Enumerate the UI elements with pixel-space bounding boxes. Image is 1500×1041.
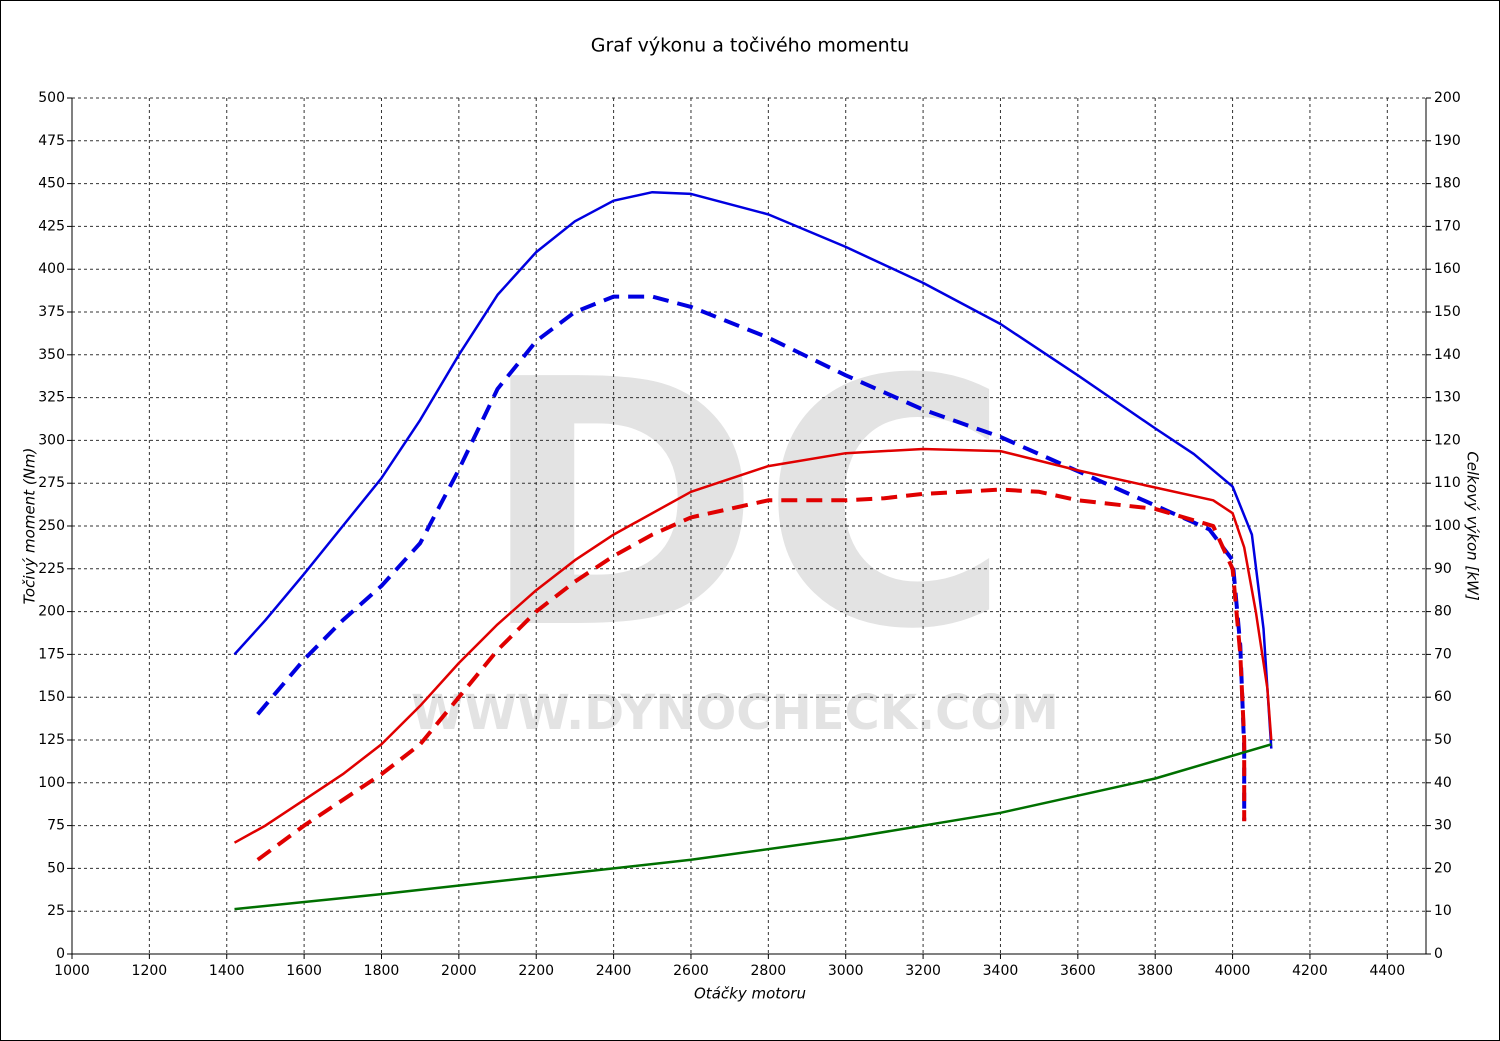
- y-tick-label: 200: [38, 604, 65, 620]
- x-tick-label: 3800: [1137, 963, 1173, 979]
- x-tick-label: 1600: [286, 963, 322, 979]
- y-tick-label: 75: [47, 818, 65, 834]
- x-tick-label: 4200: [1292, 963, 1328, 979]
- y-tick-label: 250: [38, 518, 65, 534]
- x-tick-label: 2200: [518, 963, 554, 979]
- y-tick-label: 275: [38, 475, 65, 491]
- x-tick-label: 1200: [132, 963, 168, 979]
- series-line: [256, 487, 1247, 862]
- y-tick-label: 350: [38, 347, 65, 363]
- y2-tick-label: 140: [1434, 347, 1461, 363]
- y-tick-label: 475: [38, 133, 65, 149]
- watermark-url: WWW.DYNOCHECK.COM: [411, 685, 1059, 741]
- y2-tick-label: 60: [1434, 689, 1452, 705]
- y-axis-label: Točivý moment (Nm): [21, 448, 39, 605]
- x-tick-label: 4000: [1215, 963, 1251, 979]
- series-line: [234, 743, 1272, 911]
- y2-tick-label: 50: [1434, 732, 1452, 748]
- y2-tick-label: 110: [1434, 475, 1461, 491]
- series-line: [233, 447, 1273, 844]
- y-tick-label: 375: [38, 304, 65, 320]
- y2-tick-label: 160: [1434, 261, 1461, 277]
- y2-tick-label: 90: [1434, 561, 1452, 577]
- x-tick-label: 2000: [441, 963, 477, 979]
- y2-tick-label: 130: [1434, 390, 1461, 406]
- y-tick-label: 450: [38, 176, 65, 192]
- y2-tick-label: 80: [1434, 604, 1452, 620]
- x-tick-label: 3400: [983, 963, 1019, 979]
- y2-axis-label: Celkový výkon [kW]: [1464, 451, 1482, 601]
- x-axis-label: Otáčky motoru: [694, 985, 806, 1003]
- x-tick-label: 2600: [673, 963, 709, 979]
- y2-tick-label: 170: [1434, 218, 1461, 234]
- y2-tick-label: 30: [1434, 818, 1452, 834]
- y-tick-label: 25: [47, 903, 65, 919]
- y-tick-label: 325: [38, 390, 65, 406]
- y2-tick-label: 10: [1434, 903, 1452, 919]
- y2-tick-label: 0: [1434, 946, 1443, 962]
- y-tick-label: 0: [56, 946, 65, 962]
- x-tick-label: 3000: [828, 963, 864, 979]
- y2-tick-label: 190: [1434, 133, 1461, 149]
- y-tick-label: 100: [38, 775, 65, 791]
- y-tick-label: 125: [38, 732, 65, 748]
- y-tick-label: 425: [38, 218, 65, 234]
- x-tick-label: 4400: [1369, 963, 1405, 979]
- y-tick-label: 175: [38, 646, 65, 662]
- y2-tick-label: 70: [1434, 646, 1452, 662]
- x-tick-label: 1400: [209, 963, 245, 979]
- y-tick-label: 50: [47, 860, 65, 876]
- x-tick-label: 2400: [596, 963, 632, 979]
- y2-tick-label: 180: [1434, 176, 1461, 192]
- y2-tick-label: 120: [1434, 432, 1461, 448]
- series-line: [256, 294, 1247, 821]
- y2-tick-label: 100: [1434, 518, 1461, 534]
- x-tick-label: 1800: [364, 963, 400, 979]
- y-tick-label: 300: [38, 432, 65, 448]
- x-tick-label: 3600: [1060, 963, 1096, 979]
- x-tick-label: 1000: [54, 963, 90, 979]
- y-tick-label: 150: [38, 689, 65, 705]
- y-tick-label: 225: [38, 561, 65, 577]
- y2-tick-label: 200: [1434, 90, 1461, 106]
- y2-tick-label: 150: [1434, 304, 1461, 320]
- y2-tick-label: 20: [1434, 860, 1452, 876]
- chart-title: Graf výkonu a točivého momentu: [591, 35, 909, 57]
- y2-tick-label: 40: [1434, 775, 1452, 791]
- y-tick-label: 400: [38, 261, 65, 277]
- x-tick-label: 2800: [751, 963, 787, 979]
- y-tick-label: 500: [38, 90, 65, 106]
- x-tick-label: 3200: [905, 963, 941, 979]
- series-line: [233, 190, 1273, 749]
